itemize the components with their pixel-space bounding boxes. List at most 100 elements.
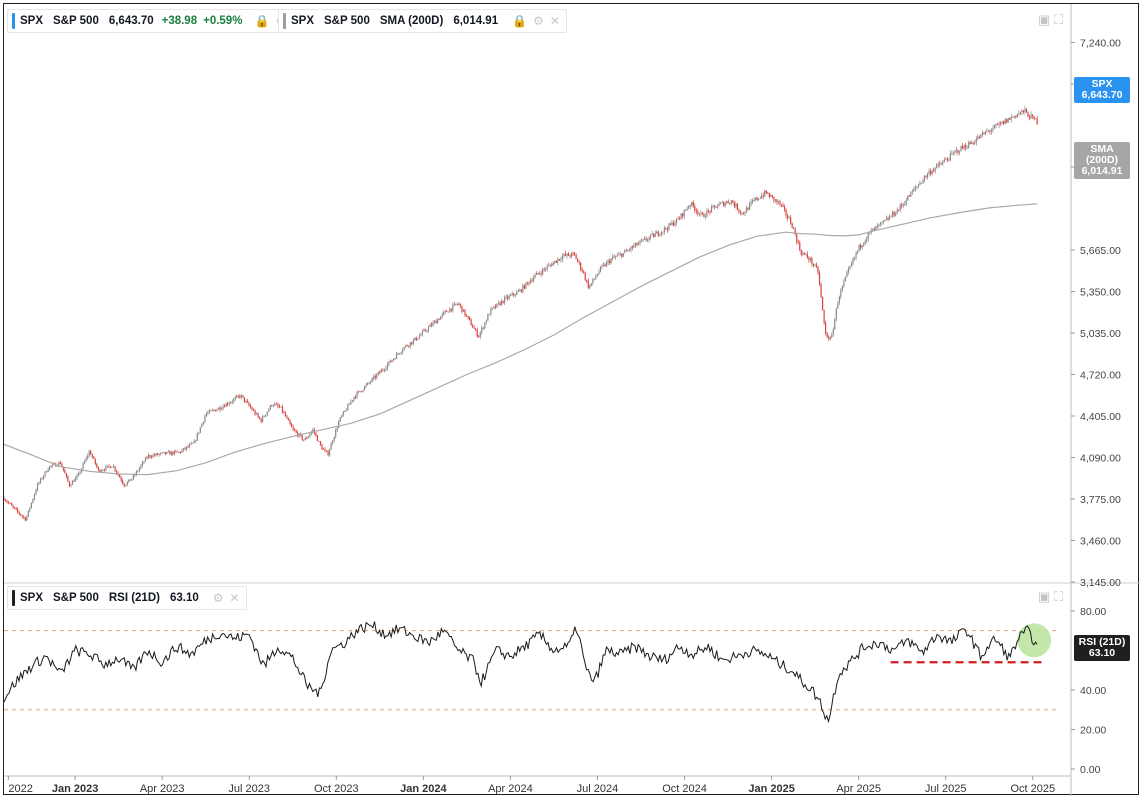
- price-candle-body: [23, 516, 25, 518]
- maximize-icon[interactable]: ▣: [1038, 589, 1051, 604]
- price-legend-value: 6,643.70: [108, 15, 154, 27]
- price-candle-body: [198, 432, 200, 434]
- price-candle-body: [9, 502, 11, 504]
- close-icon[interactable]: ✕: [229, 591, 240, 605]
- close-icon[interactable]: ✕: [549, 14, 560, 28]
- price-candle-body: [17, 509, 19, 512]
- lock-icon[interactable]: 🔒: [254, 14, 270, 28]
- price-axis-tick-label: 3,460.00: [1080, 536, 1121, 548]
- price-candle-body: [888, 216, 891, 220]
- price-candle-body: [788, 217, 790, 219]
- price-candle-body: [634, 242, 637, 246]
- fullscreen-icon[interactable]: ⛶: [1054, 589, 1064, 604]
- price-candle-body: [319, 441, 322, 446]
- price-candle-body: [843, 281, 845, 287]
- rsi-axis-tick-label: 40.00: [1080, 685, 1106, 697]
- price-candle-body: [468, 317, 471, 320]
- price-candle-body: [618, 254, 620, 256]
- price-candle-body: [262, 416, 264, 422]
- price-candle-body: [47, 469, 49, 473]
- price-candle-body: [217, 407, 220, 410]
- price-candle-body: [750, 202, 752, 204]
- settings-icon[interactable]: ⚙: [533, 14, 544, 28]
- price-candle-body: [280, 406, 282, 408]
- price-candle-body: [748, 203, 751, 210]
- sma-legend-name: S&P 500: [324, 15, 370, 27]
- price-candle-body: [339, 417, 341, 422]
- price-candle-body: [561, 255, 564, 260]
- price-candle-body: [246, 400, 249, 403]
- price-candle-body: [120, 477, 122, 481]
- price-candle-body: [580, 262, 582, 270]
- price-candle-body: [713, 205, 716, 207]
- price-candle-body: [625, 250, 627, 252]
- price-candle-body: [353, 396, 355, 401]
- price-candle-body: [389, 361, 392, 363]
- chart-canvas[interactable]: 7,240.006,925.006,295.005,665.005,350.00…: [4, 4, 1140, 796]
- price-candle-body: [455, 303, 457, 305]
- price-candle-body: [14, 507, 16, 509]
- price-candle-body: [965, 145, 967, 149]
- price-candle-body: [893, 212, 895, 216]
- price-candle-body: [476, 329, 478, 337]
- price-candle-body: [266, 411, 268, 415]
- price-candle-body: [931, 170, 933, 174]
- price-candle-body: [960, 146, 962, 152]
- price-axis-tick-label: 5,665.00: [1080, 245, 1121, 257]
- price-candle-body: [508, 295, 510, 299]
- price-candle-body: [782, 205, 784, 207]
- price-candle-body: [99, 469, 101, 472]
- price-candle-body: [335, 429, 337, 438]
- price-candle-body: [957, 149, 959, 153]
- price-candle-body: [563, 253, 565, 256]
- price-candle-body: [873, 228, 875, 230]
- price-candle-body: [513, 293, 515, 296]
- price-candle-body: [1031, 114, 1034, 117]
- price-candle-body: [560, 259, 562, 261]
- price-candle-body: [297, 432, 299, 437]
- price-candle-body: [747, 207, 749, 210]
- price-candle-body: [114, 466, 116, 471]
- price-candle-body: [776, 199, 778, 203]
- sma-legend-color: [283, 13, 286, 29]
- price-candle-body: [987, 130, 990, 132]
- price-candle-body: [837, 302, 839, 309]
- price-candle-body: [896, 209, 898, 214]
- price-candle-body: [923, 175, 926, 180]
- price-candle-body: [500, 300, 503, 306]
- price-candle-body: [360, 391, 363, 393]
- lock-icon[interactable]: 🔒: [512, 14, 528, 28]
- fullscreen-icon[interactable]: ⛶: [1054, 12, 1064, 27]
- price-candle-body: [1019, 111, 1021, 114]
- price-candle-body: [430, 324, 433, 326]
- price-candle-body: [783, 206, 786, 210]
- price-candle-body: [802, 252, 804, 255]
- price-candle-body: [659, 234, 661, 236]
- settings-icon[interactable]: ⚙: [212, 591, 224, 605]
- maximize-icon[interactable]: ▣: [1038, 12, 1051, 27]
- price-candle-body: [666, 228, 668, 230]
- price-candle-body: [386, 364, 389, 369]
- rsi-legend-symbol: SPX: [20, 592, 44, 604]
- price-candle-body: [590, 283, 592, 286]
- price-candle-body: [983, 132, 985, 135]
- price-candle-body: [52, 464, 54, 466]
- price-candle-body: [123, 483, 125, 487]
- sma-legend[interactable]: SPX S&P 500 SMA (200D) 6,014.91 🔒 ⚙ ✕: [278, 9, 567, 33]
- price-candle-body: [126, 482, 128, 486]
- rsi-legend[interactable]: SPX S&P 500 RSI (21D) 63.10 ⚙ ✕: [7, 586, 247, 610]
- price-candle-body: [805, 254, 807, 255]
- price-candle-body: [350, 401, 352, 405]
- price-legend[interactable]: SPX S&P 500 6,643.70 +38.98 +0.59% 🔒 ⚙ ✕: [7, 9, 310, 33]
- price-legend-symbol: SPX: [20, 15, 44, 27]
- sma-legend-study: SMA (200D): [379, 15, 444, 27]
- price-candle-body: [418, 335, 420, 339]
- price-candle-body: [613, 256, 615, 258]
- price-candle-body: [770, 195, 772, 197]
- price-candle-body: [408, 346, 410, 347]
- price-axis-tick-label: 3,145.00: [1080, 577, 1121, 589]
- price-candle-body: [458, 304, 460, 305]
- price-candle-body: [11, 503, 13, 506]
- time-axis-tick-label: Jul 2023: [228, 783, 270, 795]
- price-candle-body: [207, 412, 209, 414]
